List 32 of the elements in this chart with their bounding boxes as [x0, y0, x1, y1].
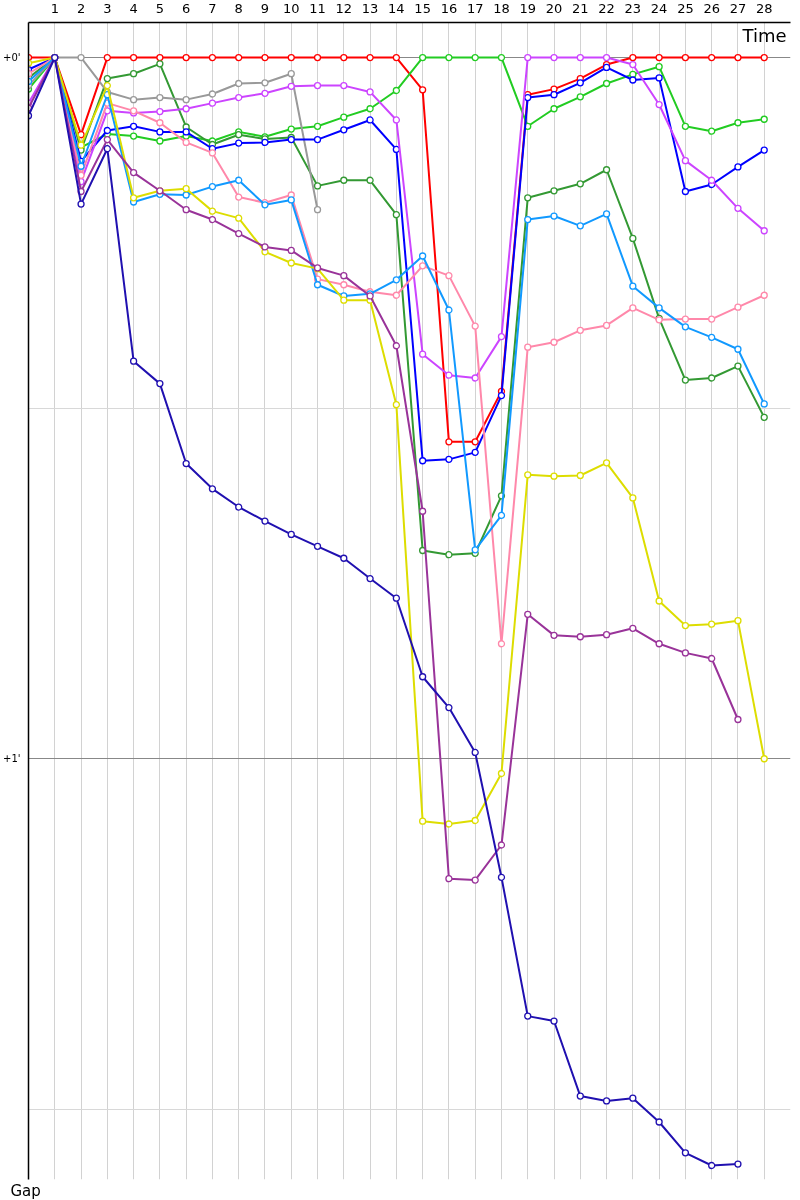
x-tick-label: 4: [129, 0, 138, 16]
x-tick-label: 14: [388, 0, 405, 16]
x-tick-label: 19: [519, 0, 537, 16]
x-tick-label: 24: [650, 0, 668, 16]
x-tick-label: 22: [598, 0, 615, 16]
x-tick-label: 18: [493, 0, 510, 16]
x-tick-label: 27: [729, 0, 747, 16]
y-axis-title: Gap: [10, 1182, 41, 1200]
x-tick-label: 15: [414, 0, 431, 16]
x-tick-label: 16: [440, 0, 458, 16]
x-tick-label: 28: [755, 0, 773, 16]
y-tick-label: +1': [3, 753, 21, 765]
x-tick-label: 7: [208, 0, 217, 16]
x-tick-label: 9: [260, 0, 270, 16]
x-tick-label: 1: [50, 0, 59, 16]
x-tick-label: 17: [466, 0, 484, 16]
x-tick-label: 13: [361, 0, 379, 16]
x-tick-label: 8: [234, 0, 243, 16]
y-tick-label: +0': [3, 52, 21, 64]
x-tick-label: 20: [545, 0, 563, 16]
x-tick-label: 12: [335, 0, 353, 16]
x-tick-label: 25: [677, 0, 694, 16]
x-tick-label: 6: [182, 0, 191, 16]
x-tick-label: 2: [76, 0, 86, 16]
x-tick-label: 23: [624, 0, 642, 16]
x-tick-label: 5: [155, 0, 165, 16]
x-axis-title: Time: [741, 24, 787, 46]
x-tick-label: 11: [309, 0, 326, 16]
x-tick-label: 26: [703, 0, 720, 16]
x-tick-label: 10: [282, 0, 300, 16]
x-tick-label: 21: [572, 0, 589, 16]
x-tick-label: 3: [103, 0, 112, 16]
